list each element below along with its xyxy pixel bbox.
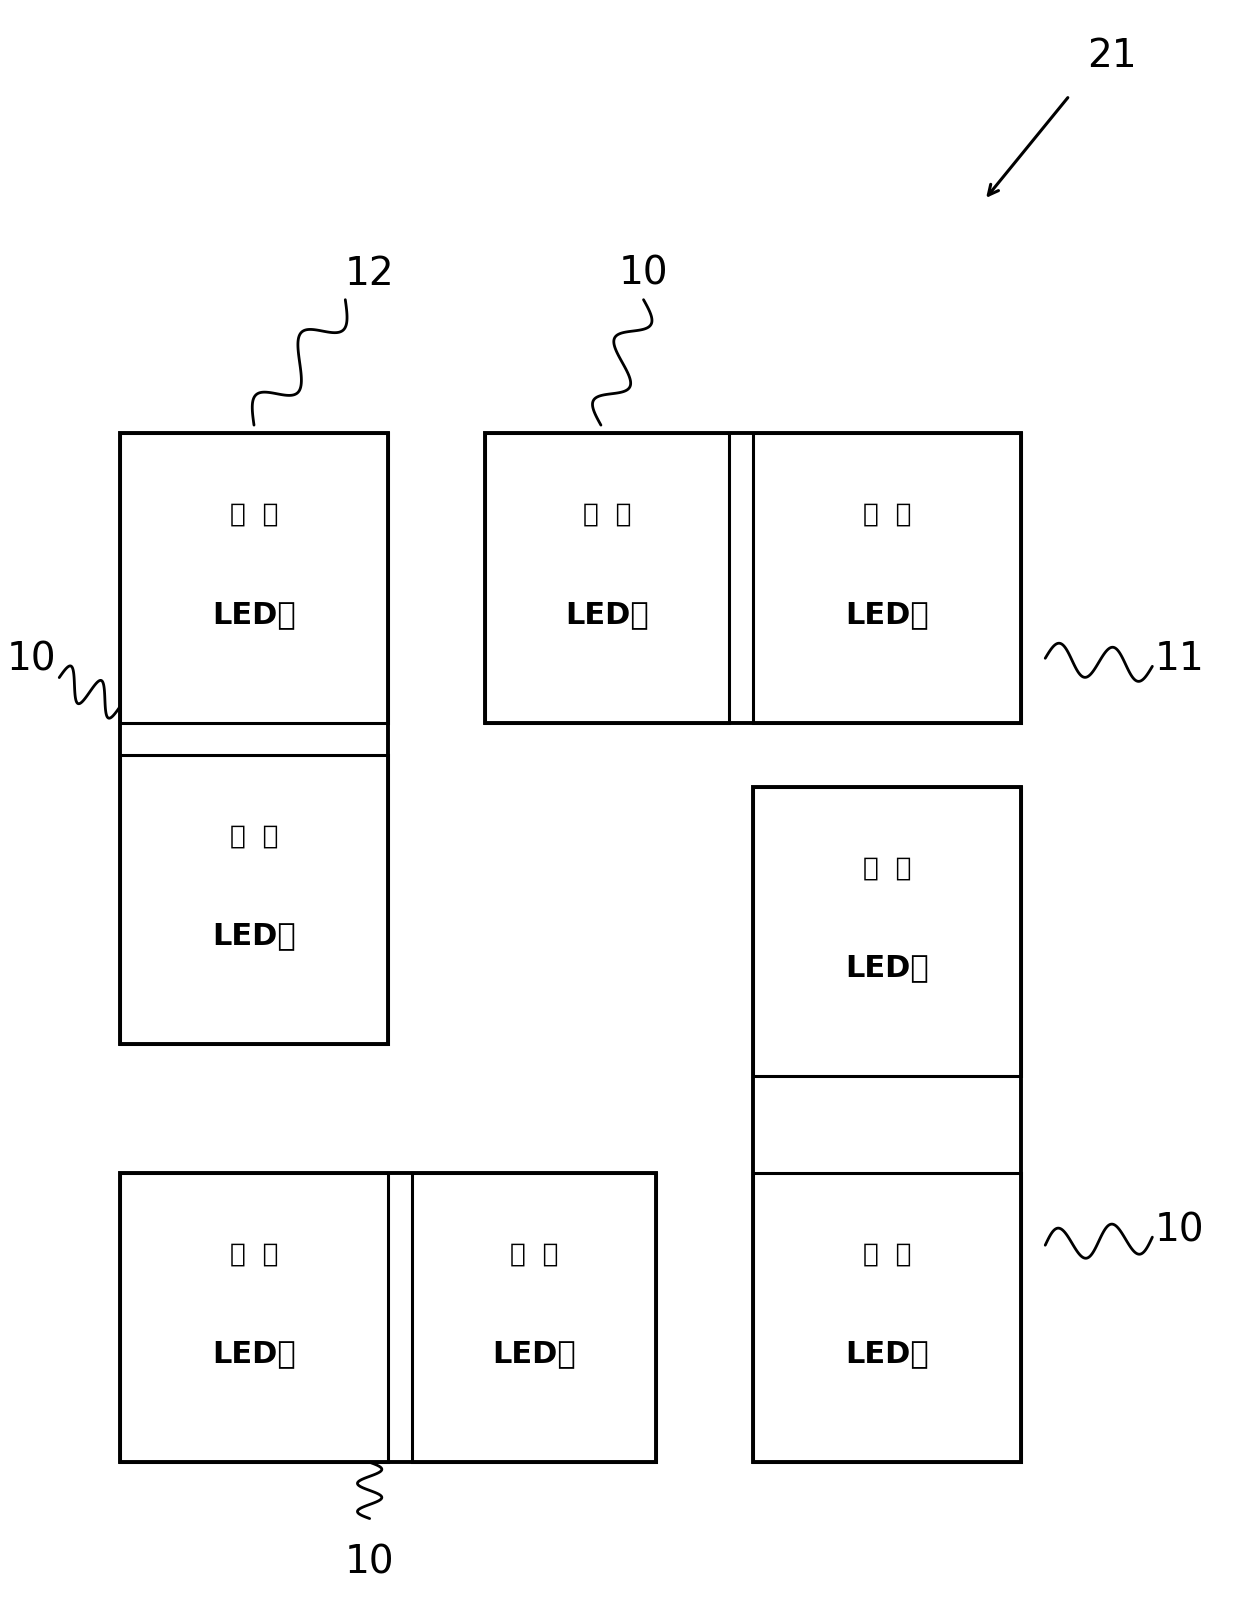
Text: LED灯: LED灯 [212, 1339, 296, 1368]
Bar [753, 434, 1021, 723]
Bar [120, 1173, 656, 1462]
Text: 10: 10 [345, 1543, 394, 1581]
Bar [485, 434, 1021, 723]
Text: 10: 10 [619, 254, 668, 292]
Text: LED灯: LED灯 [846, 1339, 929, 1368]
Text: 10: 10 [7, 640, 57, 678]
Text: 12: 12 [345, 254, 394, 292]
Text: LED灯: LED灯 [212, 921, 296, 950]
Text: 11: 11 [1154, 640, 1204, 678]
Bar [753, 1173, 1021, 1462]
Bar [120, 434, 388, 1045]
Text: 第  一: 第 一 [229, 1241, 278, 1266]
Text: 第  一: 第 一 [863, 1241, 911, 1266]
Text: 第  二: 第 二 [229, 823, 278, 848]
Bar [120, 755, 388, 1045]
Bar [753, 787, 1021, 1462]
Bar [120, 1173, 388, 1462]
Text: LED灯: LED灯 [212, 599, 296, 628]
Text: 21: 21 [1087, 37, 1137, 76]
Bar [412, 1173, 656, 1462]
Text: 第  一: 第 一 [863, 501, 911, 527]
Text: 第  二: 第 二 [863, 855, 911, 881]
Text: 10: 10 [1154, 1210, 1204, 1249]
Text: 第  二: 第 二 [510, 1241, 558, 1266]
Text: LED灯: LED灯 [565, 599, 649, 628]
Bar [120, 434, 388, 723]
Text: LED灯: LED灯 [846, 953, 929, 982]
Text: 第  二: 第 二 [583, 501, 631, 527]
Bar [753, 787, 1021, 1077]
Text: LED灯: LED灯 [492, 1339, 575, 1368]
Text: LED灯: LED灯 [846, 599, 929, 628]
Bar [485, 434, 729, 723]
Text: 第  一: 第 一 [229, 501, 278, 527]
